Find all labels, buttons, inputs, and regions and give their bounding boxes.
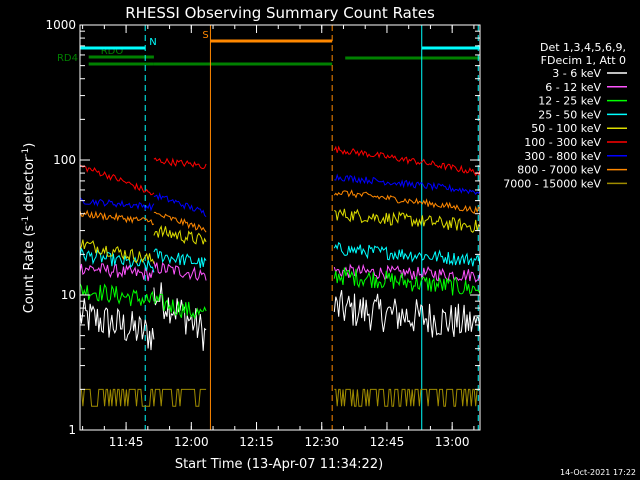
chart-title: RHESSI Observing Summary Count Rates [125, 4, 435, 22]
series-3 [79, 241, 481, 273]
series-line [153, 192, 207, 218]
flag-label: N [149, 37, 156, 48]
series-line [153, 225, 207, 245]
y-label-part: -1 [21, 148, 31, 157]
series-8 [80, 388, 480, 407]
series-4 [79, 208, 481, 264]
legend-label: 800 - 7000 keV [517, 164, 601, 177]
series-line [153, 211, 207, 233]
legend-label: 300 - 800 keV [524, 150, 601, 163]
flag-label: RDO [101, 46, 124, 57]
y-tick-label: 10 [61, 288, 76, 302]
series-line [79, 298, 155, 351]
x-tick-label: 12:45 [370, 435, 405, 449]
footer-timestamp: 14-Oct-2021 17:22 [560, 468, 636, 477]
event-markers [79, 25, 479, 430]
legend-label: 6 - 12 keV [545, 81, 601, 94]
series-7 [79, 189, 481, 233]
series-line [80, 388, 155, 407]
series-line [153, 282, 207, 351]
flag-bars: RD4 RDO N S [57, 30, 480, 66]
legend-header: Det 1,3,4,5,6,9, [540, 41, 626, 54]
series-line [334, 208, 481, 234]
series-line [79, 209, 155, 226]
series-line [333, 267, 481, 296]
y-label-part: detector [22, 156, 37, 216]
series-line [153, 388, 207, 407]
y-tick-label: 1000 [45, 18, 76, 32]
series-2 [79, 267, 481, 320]
legend-label: 50 - 100 keV [531, 122, 601, 135]
y-axis: 1 10 100 1000 [45, 18, 480, 437]
legend-label: 12 - 25 keV [538, 95, 601, 108]
flag-label: S [202, 30, 208, 41]
legend-label: 25 - 50 keV [538, 108, 601, 121]
x-tick-label: 12:15 [239, 435, 274, 449]
x-axis-label: Start Time (13-Apr-07 11:34:22) [175, 457, 383, 472]
y-label-part: -1 [21, 216, 31, 225]
y-label-part: Count Rate (s [22, 225, 37, 314]
series-line [153, 293, 207, 320]
series-line [333, 145, 481, 177]
legend: Det 1,3,4,5,6,9,FDecim 1, Att 03 - 6 keV… [503, 41, 627, 190]
series-line [79, 239, 155, 264]
series-line [79, 164, 155, 196]
series-line [333, 290, 481, 338]
legend-header: FDecim 1, Att 0 [541, 54, 626, 67]
series-0 [79, 282, 481, 351]
series-5 [79, 145, 481, 196]
y-axis-label: Count Rate (s-1 detector-1) [21, 143, 37, 314]
legend-label: 3 - 6 keV [552, 67, 601, 80]
series-line [153, 157, 207, 170]
series-line [79, 197, 155, 212]
series-line [79, 283, 155, 307]
series-line [334, 173, 481, 195]
flag-label: RD4 [57, 53, 78, 64]
x-axis: 11:45 12:00 12:15 12:30 12:45 13:00 [82, 25, 475, 449]
series-line [79, 263, 155, 282]
x-tick-label: 13:00 [435, 435, 470, 449]
y-label-part: ) [22, 143, 37, 148]
series-line [333, 189, 481, 215]
y-tick-label: 1 [68, 423, 76, 437]
y-tick-label: 100 [53, 153, 76, 167]
series-line [153, 261, 207, 282]
series-lines [79, 145, 481, 407]
legend-label: 100 - 300 keV [524, 136, 601, 149]
x-tick-label: 12:00 [174, 435, 209, 449]
x-tick-label: 12:30 [304, 435, 339, 449]
series-line [333, 241, 481, 267]
series-6 [79, 173, 481, 218]
x-tick-label: 11:45 [109, 435, 144, 449]
plot-frame [79, 24, 481, 431]
legend-label: 7000 - 15000 keV [503, 177, 601, 190]
series-line [153, 248, 207, 269]
series-line [334, 388, 480, 407]
